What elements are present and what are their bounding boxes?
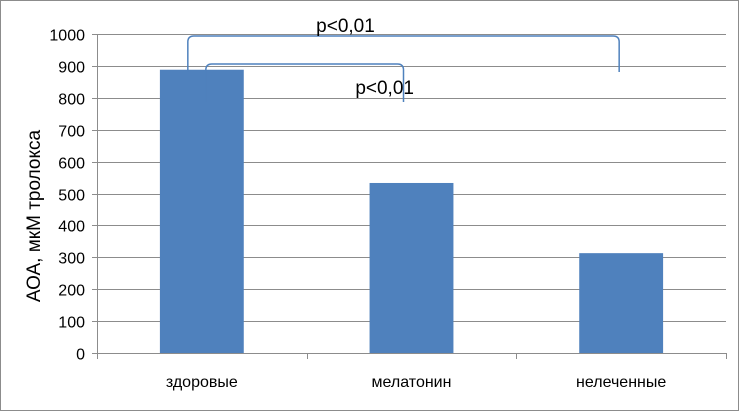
y-axis-title: АОА, мкМ тролокса xyxy=(24,129,45,302)
y-tick-label: 100 xyxy=(58,315,85,332)
y-tick-label: 1000 xyxy=(49,28,85,45)
significance-label: p<0,01 xyxy=(316,16,375,37)
bar-3 xyxy=(579,253,664,353)
y-tick-label: 500 xyxy=(58,188,85,205)
bar-1 xyxy=(159,69,244,353)
y-tick-label: 800 xyxy=(58,92,85,109)
y-tick-label: 600 xyxy=(58,156,85,173)
axes: 0 100 200 300 400 500 600 700 800 900 1000 здоровые… xyxy=(49,28,727,391)
significance-label: p<0,01 xyxy=(355,78,414,99)
y-tick-label: 200 xyxy=(58,283,85,300)
bars xyxy=(159,69,664,353)
significance-annotations: p<0,01 p<0,01 xyxy=(187,16,620,102)
x-category-label: здоровые xyxy=(166,374,238,391)
x-category-label: мелатонин xyxy=(372,374,452,391)
x-category-label: нелеченные xyxy=(576,374,666,391)
bar-2 xyxy=(369,182,454,353)
y-tick-label: 300 xyxy=(58,251,85,268)
significance-bracket xyxy=(187,35,620,72)
y-tick-label: 400 xyxy=(58,219,85,236)
y-tick-label: 900 xyxy=(58,60,85,77)
y-tick-label: 0 xyxy=(76,347,85,364)
y-tick-label: 700 xyxy=(58,124,85,141)
significance-bracket xyxy=(205,63,405,102)
